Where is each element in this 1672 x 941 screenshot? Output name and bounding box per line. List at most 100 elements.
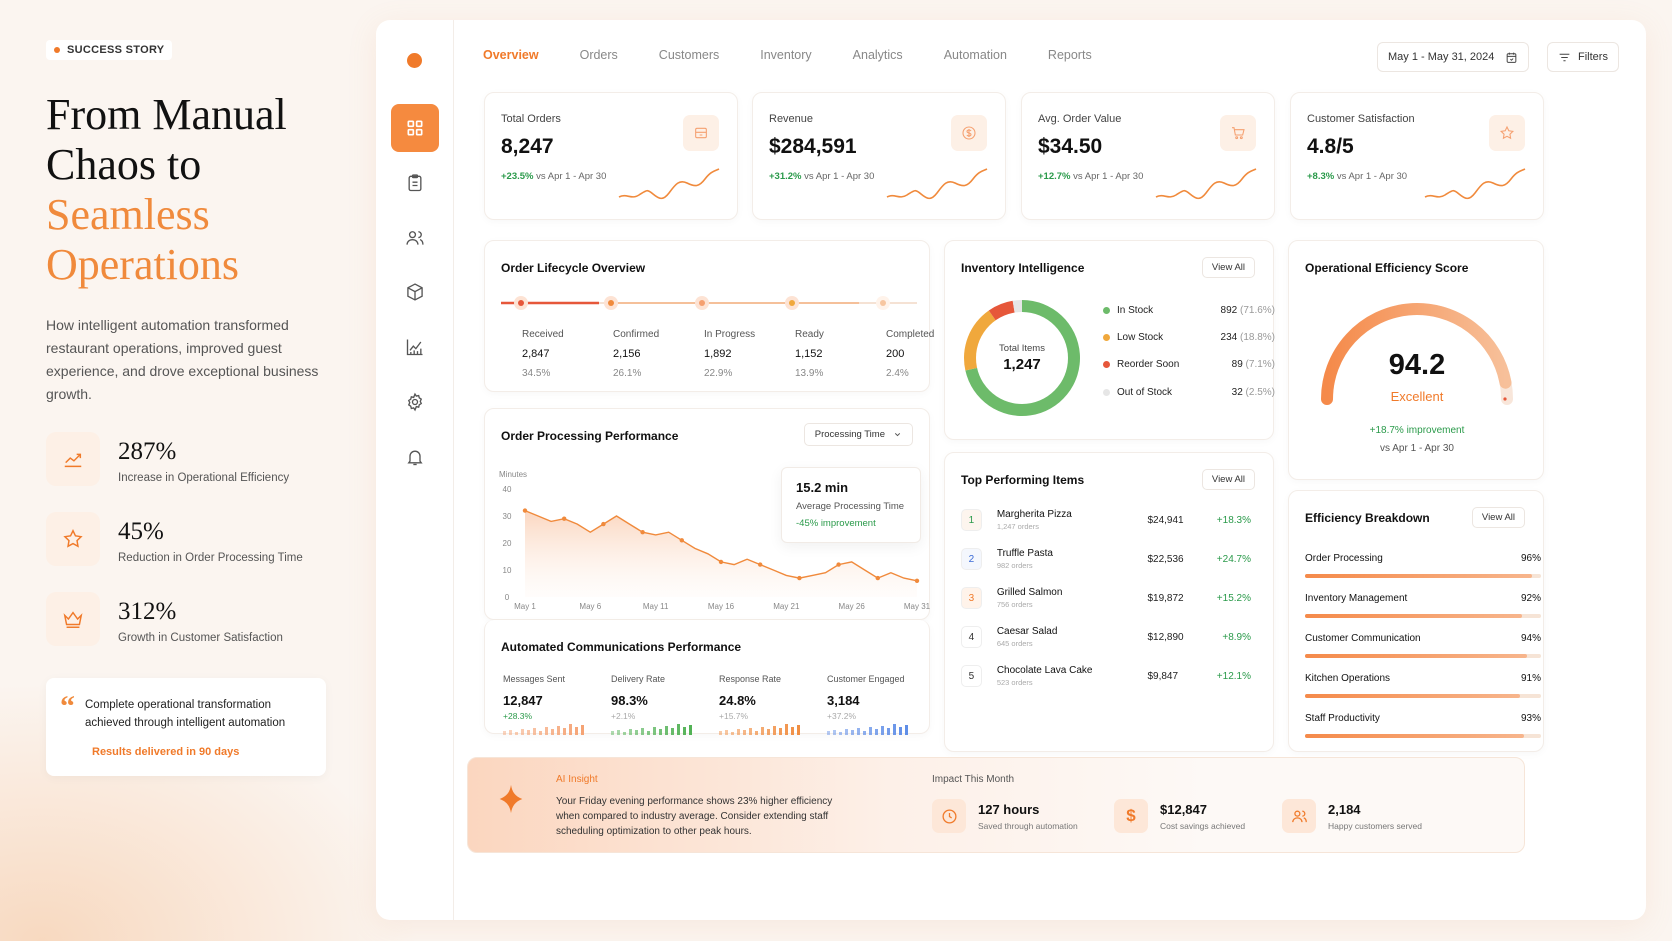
- legend-swatch: [1103, 307, 1110, 314]
- efficiency-row-value: 96%: [1520, 553, 1541, 564]
- mini-bar: [551, 729, 554, 735]
- mini-bar: [863, 731, 866, 735]
- item-name-block: Margherita Pizza 1,247 orders: [997, 509, 1148, 531]
- stat-label: Reduction in Order Processing Time: [118, 552, 303, 564]
- mini-bar: [557, 726, 560, 735]
- top-item-row[interactable]: 1 Margherita Pizza 1,247 orders $24,941 +18.…: [961, 509, 1251, 531]
- stage-pct: 26.1%: [613, 368, 642, 379]
- efficiency-bar: [1305, 734, 1541, 738]
- kpi-sparkline: [618, 168, 720, 200]
- stage-in-progress: In Progress 1,892 22.9%: [704, 329, 755, 379]
- tab-automation[interactable]: Automation: [943, 48, 1007, 62]
- processing-metric-dropdown[interactable]: Processing Time: [803, 423, 913, 446]
- item-growth: +18.3%: [1216, 514, 1251, 526]
- item-revenue: $19,872: [1147, 592, 1184, 604]
- stage-value: 200: [886, 348, 905, 360]
- tab-reports[interactable]: Reports: [1047, 48, 1092, 62]
- clipboard-icon: [408, 174, 422, 192]
- top-item-row[interactable]: 5 Chocolate Lava Cake 523 orders $9,847 +12.…: [961, 665, 1251, 687]
- top-item-row[interactable]: 4 Caesar Salad 645 orders $12,890 +8.9%: [961, 626, 1251, 648]
- comm-label: Response Rate: [719, 674, 782, 684]
- processing-tooltip: 15.2 min Average Processing Time -45% im…: [781, 467, 921, 543]
- card-title: Order Processing Performance: [501, 429, 679, 443]
- top-item-row[interactable]: 2 Truffle Pasta 982 orders $22,536 +24.7%: [961, 548, 1251, 570]
- hero-line-4: Operations: [46, 240, 240, 289]
- mini-bar: [737, 729, 740, 735]
- mini-bar: [893, 724, 896, 735]
- efficiency-bar: [1305, 694, 1541, 698]
- comm-label: Delivery Rate: [611, 674, 666, 684]
- processing-point: [914, 578, 920, 583]
- tab-inventory[interactable]: Inventory: [760, 48, 812, 62]
- tab-analytics[interactable]: Analytics: [852, 48, 903, 62]
- sidebar-item-settings[interactable]: [391, 378, 439, 426]
- impact-text: Cost savings achieved: [1160, 820, 1246, 831]
- hero-title: From Manual Chaos to Seamless Operations: [46, 90, 336, 290]
- stage-marker-dot: [518, 300, 524, 306]
- comm-label: Messages Sent: [503, 674, 566, 684]
- top-nav-tabs: Overview Orders Customers Inventory Anal…: [483, 48, 1092, 62]
- top-item-row[interactable]: 3 Grilled Salmon 756 orders $19,872 +15.2%: [961, 587, 1251, 609]
- stage-pct: 2.4%: [886, 368, 909, 379]
- filters-button[interactable]: Filters: [1547, 42, 1619, 72]
- item-orders: 982 orders: [996, 561, 1033, 570]
- sidebar-item-analytics[interactable]: [391, 323, 439, 371]
- stat-satisfaction: 312% Growth in Customer Satisfaction: [46, 592, 336, 646]
- mini-bar: [791, 727, 794, 735]
- efficiency-rating: Excellent: [1390, 389, 1444, 404]
- sidebar-item-dashboard[interactable]: [391, 104, 439, 152]
- stage-confirmed: Confirmed 2,156 26.1%: [613, 329, 659, 379]
- sidebar-item-orders[interactable]: [391, 159, 439, 207]
- item-rank: 5: [961, 665, 982, 687]
- sidebar-item-inventory[interactable]: [391, 268, 439, 316]
- star-icon: [1489, 115, 1525, 151]
- item-name: Grilled Salmon: [996, 587, 1063, 598]
- comm-mini-bars: [827, 724, 908, 735]
- top-items-view-all-button[interactable]: View All: [1201, 469, 1255, 490]
- mini-bar: [881, 726, 884, 735]
- tab-overview[interactable]: Overview: [483, 48, 539, 62]
- logo[interactable]: [407, 53, 422, 68]
- comm-change: +2.1%: [611, 711, 636, 721]
- dollar-icon: $: [1114, 799, 1148, 833]
- stage-marker-dot: [880, 300, 886, 306]
- mini-bar: [581, 725, 584, 735]
- tab-customers[interactable]: Customers: [658, 48, 720, 62]
- efficiency-bar: [1305, 614, 1541, 618]
- legend-reorder-soon: Reorder Soon 89 (7.1%): [1103, 359, 1275, 370]
- item-name-block: Chocolate Lava Cake 523 orders: [997, 665, 1148, 687]
- card-title: Automated Communications Performance: [501, 640, 742, 654]
- tab-orders[interactable]: Orders: [579, 48, 618, 62]
- mini-bar: [719, 731, 722, 735]
- dollar-icon: [951, 115, 987, 151]
- x-tick-label: May 31: [904, 602, 931, 611]
- cart-icon: [1220, 115, 1256, 151]
- inventory-view-all-button[interactable]: View All: [1201, 257, 1255, 278]
- kpi-value: $284,591: [769, 135, 857, 158]
- legend-swatch: [1103, 389, 1110, 396]
- sidebar-item-customers[interactable]: [391, 214, 439, 262]
- processing-point: [679, 538, 684, 543]
- mini-bar: [635, 730, 638, 735]
- comm-customer-engaged: Customer Engaged 3,184 +37.2%: [827, 674, 927, 740]
- stage-value: 1,152: [795, 348, 823, 360]
- date-range-picker[interactable]: May 1 - May 31, 2024: [1377, 42, 1529, 72]
- legend-name: In Stock: [1117, 305, 1154, 316]
- efficiency-score-card: Operational Efficiency Score 94.2 Excell…: [1288, 240, 1544, 480]
- mini-bar: [857, 728, 860, 735]
- efficiency-view-all-button[interactable]: View All: [1471, 507, 1525, 528]
- mini-bar: [623, 732, 626, 735]
- kpi-change: +23.5% vs Apr 1 - Apr 30: [501, 171, 606, 182]
- mini-bar: [647, 731, 650, 735]
- comm-delivery-rate: Delivery Rate 98.3% +2.1%: [611, 674, 711, 740]
- processing-point: [797, 575, 802, 581]
- stage-name: Received: [522, 329, 564, 340]
- mini-bar: [779, 728, 782, 735]
- kpi-label: Customer Satisfaction: [1307, 113, 1415, 125]
- donut-center-value: 1,247: [1003, 356, 1041, 373]
- impact-customers: 2,184 Happy customers served: [1282, 799, 1422, 833]
- sidebar-item-notifications[interactable]: [391, 433, 439, 481]
- mini-bar: [641, 728, 644, 735]
- lifecycle-progress: [501, 296, 917, 310]
- comm-change: +15.7%: [719, 711, 749, 721]
